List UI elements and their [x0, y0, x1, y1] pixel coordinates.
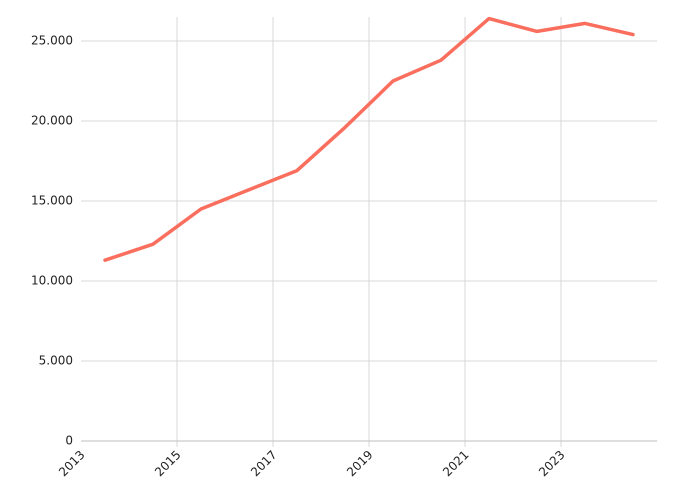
x-tick-label: 2023 [536, 448, 567, 479]
y-tick-label: 5.000 [39, 354, 73, 368]
x-tick-label: 2021 [440, 448, 471, 479]
x-tick-label: 2019 [344, 448, 375, 479]
y-tick-label: 25.000 [31, 34, 73, 48]
y-tick-label: 0 [65, 434, 73, 448]
line [103, 16, 635, 262]
x-tick-label: 2017 [248, 448, 279, 479]
x-tick-label: 2013 [56, 448, 87, 479]
y-tick-label: 15.000 [31, 194, 73, 208]
y-tick-label: 20.000 [31, 114, 73, 128]
x-tick-label: 2015 [152, 448, 183, 479]
y-tick-label: 10.000 [31, 274, 73, 288]
